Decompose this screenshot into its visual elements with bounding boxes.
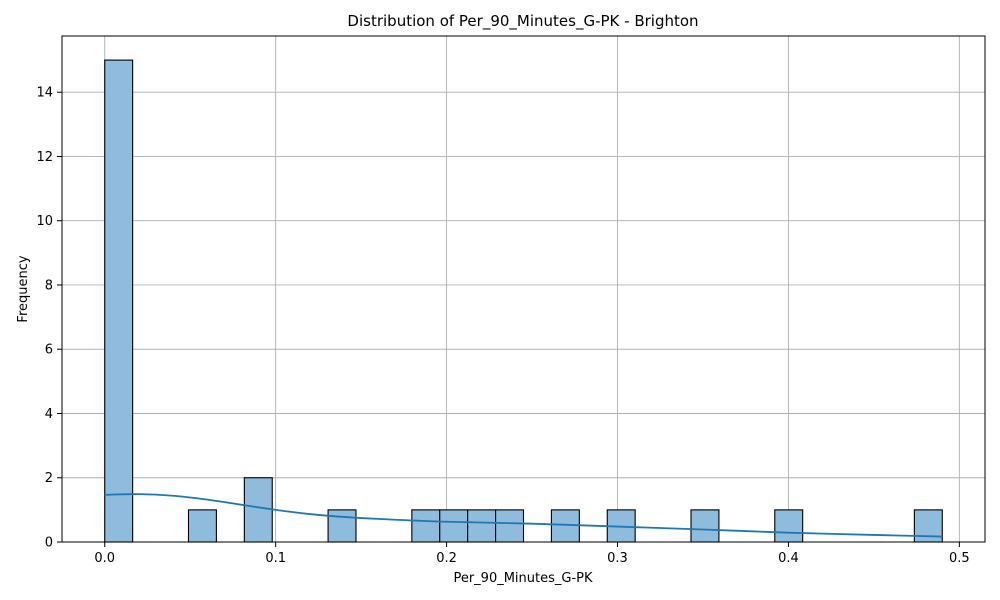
- histogram-bar: [411, 509, 441, 543]
- histogram-bars: [104, 59, 943, 543]
- y-tick-label: 2: [45, 471, 53, 486]
- kde-curve: [104, 493, 943, 538]
- histogram-bar: [243, 477, 273, 543]
- y-axis-label: Frequency: [16, 255, 31, 322]
- grid-lines: [62, 36, 985, 543]
- x-tick-label: 0.5: [949, 551, 970, 566]
- y-tick-label: 12: [36, 150, 53, 165]
- histogram-bar: [467, 509, 497, 543]
- histogram-bar: [495, 509, 525, 543]
- y-tick-label: 4: [45, 407, 53, 422]
- x-tick-label: 0.4: [778, 551, 799, 566]
- histogram-bar: [439, 509, 469, 543]
- x-tick-label: 0.1: [265, 551, 286, 566]
- x-axis-label: Per_90_Minutes_G-PK: [453, 571, 593, 586]
- y-tick-label: 14: [36, 86, 53, 101]
- x-axis-ticks: 0.0 0.1 0.2 0.3 0.4 0.5: [94, 542, 970, 566]
- y-tick-label: 10: [36, 214, 53, 229]
- plot-frame: [61, 35, 986, 543]
- histogram-bar: [104, 59, 134, 543]
- x-tick-label: 0.3: [607, 551, 628, 566]
- y-tick-label: 6: [45, 343, 53, 358]
- y-tick-label: 0: [45, 536, 53, 551]
- histogram-bar: [774, 509, 804, 543]
- x-tick-label: 0.2: [436, 551, 457, 566]
- histogram-bar: [187, 509, 217, 543]
- histogram-bar: [327, 509, 357, 543]
- histogram-bar: [690, 509, 720, 543]
- x-tick-label: 0.0: [94, 551, 115, 566]
- chart-title: Distribution of Per_90_Minutes_G-PK - Br…: [347, 12, 698, 31]
- y-tick-label: 8: [45, 278, 53, 293]
- y-axis-ticks: 0 2 4 6 8 10 12 14: [36, 86, 62, 551]
